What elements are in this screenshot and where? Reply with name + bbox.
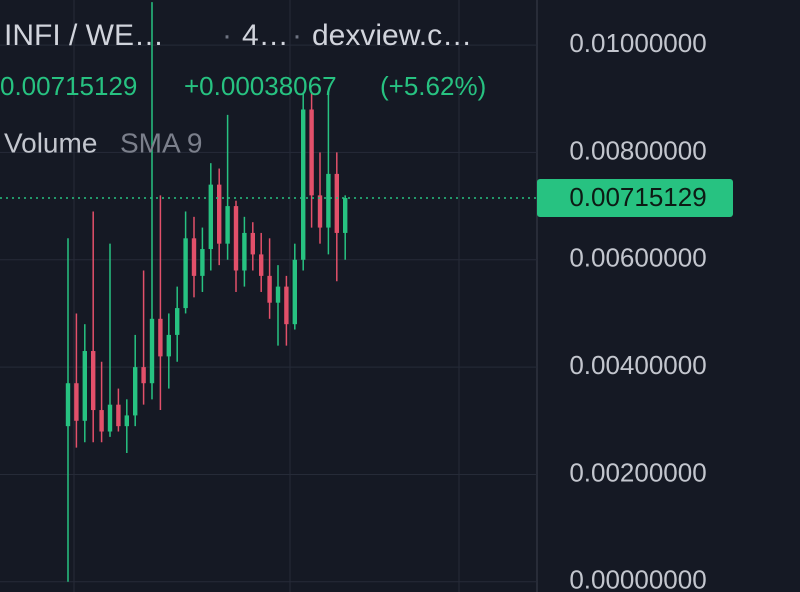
candle-body [116, 404, 121, 427]
indicator: Volume [4, 127, 97, 158]
indicator-setting: SMA 9 [120, 127, 202, 158]
candle-body [343, 197, 348, 233]
candle-body [259, 254, 264, 276]
source: dexview.c… [312, 19, 472, 52]
y-tick-label: 0.00000000 [569, 565, 706, 592]
candle-body [166, 334, 171, 357]
candle-body [74, 383, 79, 421]
candle-body [200, 249, 205, 276]
candle-body [233, 206, 239, 271]
change-pct: (+5.62%) [380, 71, 486, 101]
candle-body [175, 308, 180, 335]
candle-body [82, 351, 87, 421]
candle-body [250, 232, 255, 255]
y-tick-label: 0.00400000 [569, 350, 706, 380]
y-tick-label: 0.00200000 [569, 457, 706, 487]
candle-body [208, 184, 213, 250]
candle-body [267, 275, 272, 303]
candle-body [91, 351, 96, 411]
candle-body [309, 109, 314, 196]
y-tick-label: 0.01000000 [569, 28, 706, 58]
candle-body [191, 238, 197, 276]
candle-body [99, 410, 104, 432]
change: +0.00038067 [184, 71, 337, 101]
candle-body [158, 318, 163, 357]
candle-body [107, 404, 113, 432]
price-tag [537, 178, 733, 217]
candle-body [326, 173, 331, 228]
candle-body [225, 206, 230, 244]
interval: 4… [242, 19, 289, 52]
pair: INFI / WE… [4, 19, 164, 52]
candle-body [149, 318, 155, 384]
separator: · [292, 19, 302, 52]
candle-body [183, 238, 188, 309]
last-price: 0.00715129 [0, 71, 137, 101]
candle-body [124, 415, 129, 427]
candle-body [217, 184, 222, 244]
price-tag-label: 0.00715129 [569, 182, 706, 212]
candle-body [133, 367, 138, 416]
y-tick-label: 0.00600000 [569, 243, 706, 273]
candle-body [334, 173, 339, 233]
candle-body [284, 286, 289, 325]
y-tick-label: 0.00800000 [569, 135, 706, 165]
plot [0, 2, 537, 583]
candle-body [65, 383, 71, 427]
candle-body [275, 286, 281, 303]
candle-body [301, 109, 306, 260]
candle-body [292, 259, 297, 325]
candle-body [141, 367, 146, 384]
candle-body [242, 232, 247, 271]
separator: · [222, 19, 232, 52]
candle-body [317, 195, 323, 228]
